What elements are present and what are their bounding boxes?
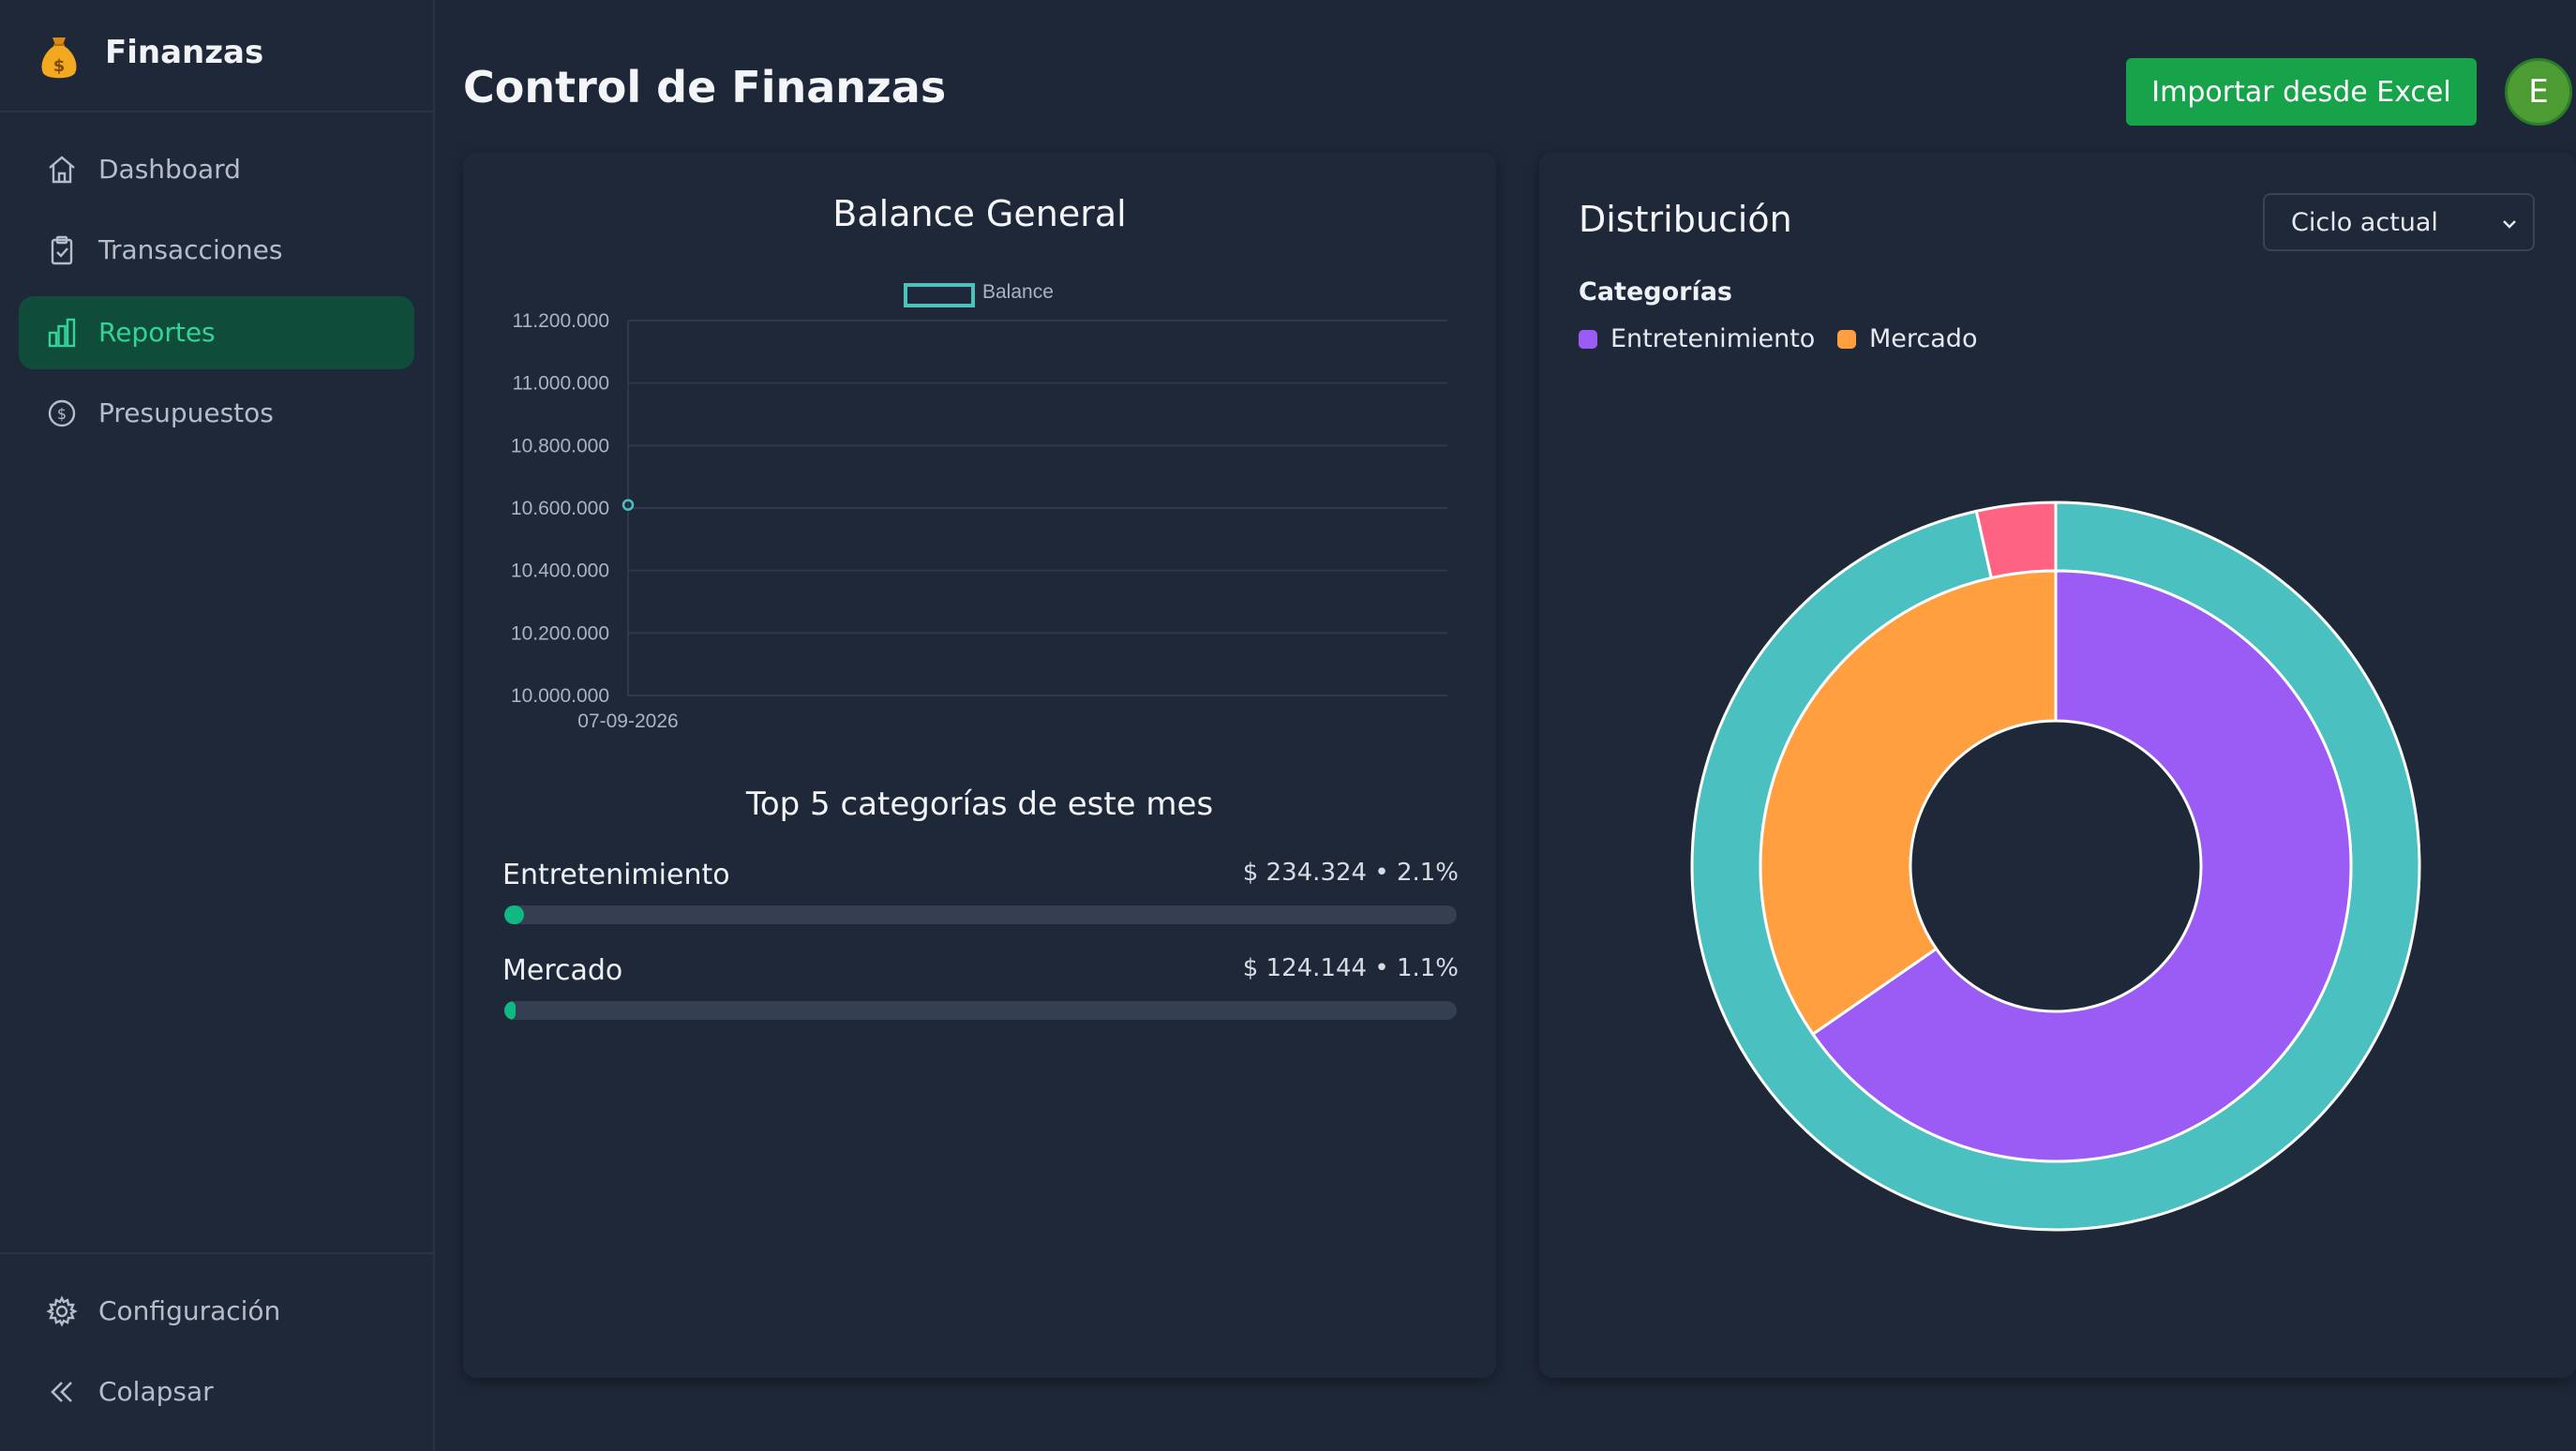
progress-fill — [504, 905, 525, 924]
legend-label: Entretenimiento — [1610, 324, 1816, 353]
distribution-donut-chart — [1690, 501, 2421, 1232]
y-tick-label: 11.200.000 — [512, 310, 609, 332]
double-chevron-left-icon — [51, 1382, 72, 1402]
legend-item-entretenimiento[interactable]: Entretenimiento — [1579, 324, 1815, 353]
categories-label: Categorías — [1579, 277, 1732, 307]
top5-title: Top 5 categorías de este mes — [745, 785, 1214, 823]
sidebar-item-label: Dashboard — [98, 154, 241, 185]
sidebar-item-dashboard[interactable]: Dashboard — [19, 133, 414, 206]
clipboard-icon — [51, 235, 73, 265]
y-tick-label: 10.200.000 — [511, 622, 609, 644]
sidebar: $ Finanzas Dashboard Transacciones Repor… — [0, 0, 435, 1451]
home-icon — [49, 156, 75, 184]
distribution-title: Distribución — [1579, 199, 1792, 240]
legend-swatch[interactable] — [904, 283, 975, 307]
category-value: $ 234.324 • 2.1% — [1242, 859, 1459, 887]
legend-label[interactable]: Balance — [982, 281, 1054, 303]
progress-track — [504, 905, 1457, 924]
sidebar-item-label: Colapsar — [98, 1376, 214, 1407]
category-name: Entretenimiento — [502, 859, 730, 891]
data-point — [622, 499, 635, 511]
donut-slice — [1810, 569, 2353, 1163]
brand: $ Finanzas — [0, 0, 433, 112]
dollar-circle-icon: $ — [48, 399, 76, 427]
svg-text:$: $ — [53, 56, 66, 76]
sidebar-item-reportes[interactable]: Reportes — [19, 296, 414, 369]
collapse-button[interactable]: Colapsar — [19, 1355, 414, 1429]
sidebar-item-label: Configuración — [98, 1295, 281, 1326]
y-tick-label: 10.800.000 — [511, 435, 609, 456]
page-title: Control de Finanzas — [463, 62, 947, 112]
sidebar-item-transacciones[interactable]: Transacciones — [19, 214, 414, 287]
y-tick-label: 11.000.000 — [512, 373, 609, 395]
y-tick-label: 10.600.000 — [511, 498, 609, 519]
progress-fill — [504, 1001, 516, 1020]
progress-track — [504, 1001, 1457, 1020]
donut-slice — [1974, 501, 2058, 580]
sidebar-item-label: Transacciones — [98, 234, 283, 265]
x-tick-label: 07-09-2026 — [577, 711, 678, 732]
legend-swatch — [1837, 329, 1856, 349]
chevron-down-icon — [2503, 220, 2516, 229]
bar-chart-icon — [48, 318, 76, 348]
category-value: $ 124.144 • 1.1% — [1242, 954, 1459, 982]
distribution-card: Distribución Ciclo actual Categorías Ent… — [1539, 152, 2576, 1378]
avatar[interactable]: E — [2505, 58, 2572, 126]
sidebar-footer: Configuración Colapsar — [0, 1252, 433, 1451]
legend-swatch — [1579, 329, 1597, 349]
legend-label: Mercado — [1869, 324, 1978, 353]
cycle-select[interactable]: Ciclo actual — [2263, 193, 2535, 251]
category-name: Mercado — [502, 954, 623, 987]
app-name: Finanzas — [105, 34, 264, 71]
import-excel-button[interactable]: Importar desde Excel — [2126, 58, 2477, 126]
legend-item-mercado[interactable]: Mercado — [1837, 324, 1977, 353]
balance-line-chart: 11.200.000 11.000.000 10.800.000 10.600.000… — [511, 310, 1447, 732]
cycle-select-value: Ciclo actual — [2291, 207, 2438, 237]
y-tick-label: 10.000.000 — [511, 685, 609, 707]
balance-card: Balance General Balance 11.200.000 11.000… — [463, 152, 1496, 1378]
svg-text:$: $ — [57, 405, 67, 423]
chart-title: Balance General — [832, 193, 1127, 234]
sidebar-item-presupuestos[interactable]: $ Presupuestos — [19, 377, 414, 450]
money-bag-icon: $ — [41, 37, 77, 79]
sidebar-item-label: Reportes — [98, 317, 216, 348]
sidebar-item-configuracion[interactable]: Configuración — [19, 1275, 414, 1348]
sidebar-item-label: Presupuestos — [98, 397, 274, 428]
donut-slice — [1759, 569, 2058, 1037]
y-tick-label: 10.400.000 — [511, 561, 609, 582]
gear-icon — [46, 1295, 78, 1327]
